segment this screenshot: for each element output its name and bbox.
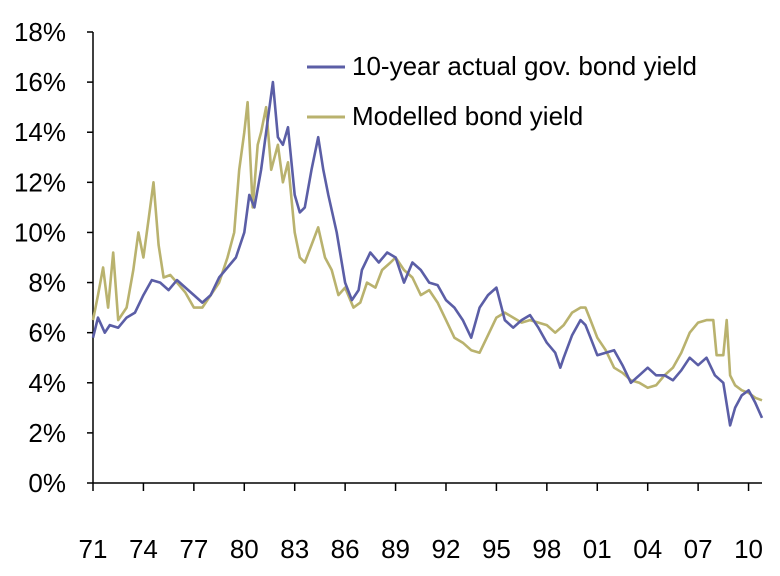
legend: 10-year actual gov. bond yield Modelled …: [307, 51, 697, 131]
x-tick-label: 95: [482, 534, 511, 564]
x-tick-label: 01: [583, 534, 612, 564]
plot-frame: [92, 32, 762, 484]
x-tick-label: 86: [331, 534, 360, 564]
x-tick-label: 83: [280, 534, 309, 564]
y-tick-label: 0%: [28, 468, 66, 498]
y-tick-label: 16%: [14, 67, 66, 97]
y-tick-label: 18%: [14, 17, 66, 47]
y-tick-label: 12%: [14, 167, 66, 197]
x-tick-label: 71: [79, 534, 108, 564]
x-tick-label: 04: [633, 534, 662, 564]
x-tick-label: 89: [381, 534, 410, 564]
series-line-actual-yield: [91, 80, 764, 427]
series-layer: [91, 80, 764, 427]
y-tick-label: 2%: [28, 418, 66, 448]
x-tick-label: 92: [432, 534, 461, 564]
x-tick-label: 10: [734, 534, 763, 564]
x-tick-label: 77: [179, 534, 208, 564]
x-tick-label: 07: [684, 534, 713, 564]
x-tick-label: 80: [230, 534, 259, 564]
legend-label-modelled-yield: Modelled bond yield: [352, 101, 583, 131]
series-line-modelled-yield: [91, 100, 763, 402]
y-tick-label: 14%: [14, 117, 66, 147]
y-tick-label: 8%: [28, 268, 66, 298]
y-tick-label: 4%: [28, 368, 66, 398]
y-tick-label: 10%: [14, 217, 66, 247]
x-tick-label: 98: [532, 534, 561, 564]
x-axis: 71 74 77 80 83 86 89 92 95 98 01 04 07 10: [79, 483, 763, 564]
y-tick-label: 6%: [28, 318, 66, 348]
x-tick-label: 74: [129, 534, 158, 564]
y-axis: 0% 2% 4% 6% 8% 10% 12% 14% 16% 18%: [14, 17, 93, 498]
legend-label-actual-yield: 10-year actual gov. bond yield: [352, 51, 697, 81]
